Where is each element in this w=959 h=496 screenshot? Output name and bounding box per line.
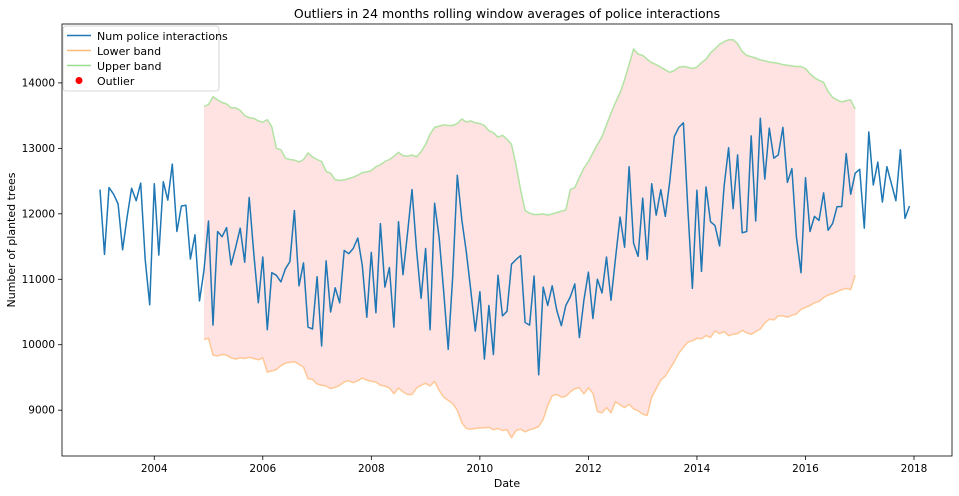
legend-label-upper-band: Upper band [97, 60, 161, 73]
x-tick-label: 2014 [684, 463, 711, 475]
x-tick-label: 2016 [792, 463, 819, 475]
x-tick-label: 2008 [358, 463, 385, 475]
y-tick-label: 9000 [28, 405, 55, 417]
x-tick-label: 2018 [901, 463, 928, 475]
x-tick-label: 2006 [249, 463, 276, 475]
upper-band-line [203, 38, 856, 216]
x-axis-label: Date [494, 477, 521, 490]
band-fill-layer [204, 39, 856, 438]
y-tick-label: 11000 [22, 274, 55, 286]
y-axis-label: Number of planted trees [5, 172, 18, 307]
interactions-line [99, 117, 911, 376]
y-tick-label: 13000 [22, 143, 55, 155]
x-tick-label: 2012 [575, 463, 602, 475]
legend-box [62, 25, 220, 92]
y-tick-label: 12000 [22, 208, 55, 220]
x-tick-label: 2004 [141, 463, 168, 475]
chart-title: Outliers in 24 months rolling window ave… [294, 6, 720, 21]
lower-band-line [203, 275, 856, 439]
legend-label-outlier: Outlier [97, 75, 135, 88]
x-axis: 2004 2006 2008 2010 2012 2014 2016 2018 [141, 456, 927, 475]
band-fill [204, 39, 856, 438]
legend-label-lower-band: Lower band [97, 45, 161, 58]
y-axis: 9000 10000 11000 12000 13000 14000 [22, 77, 62, 417]
legend-swatch-outlier [75, 77, 83, 84]
x-tick-label: 2010 [466, 463, 493, 475]
plot-frame [61, 23, 953, 457]
series-layer [99, 38, 911, 439]
legend-label-interactions: Num police interactions [97, 30, 228, 43]
y-tick-label: 10000 [22, 339, 55, 351]
legend: Num police interactions Lower band Upper… [62, 25, 228, 92]
y-tick-label: 14000 [22, 77, 55, 89]
